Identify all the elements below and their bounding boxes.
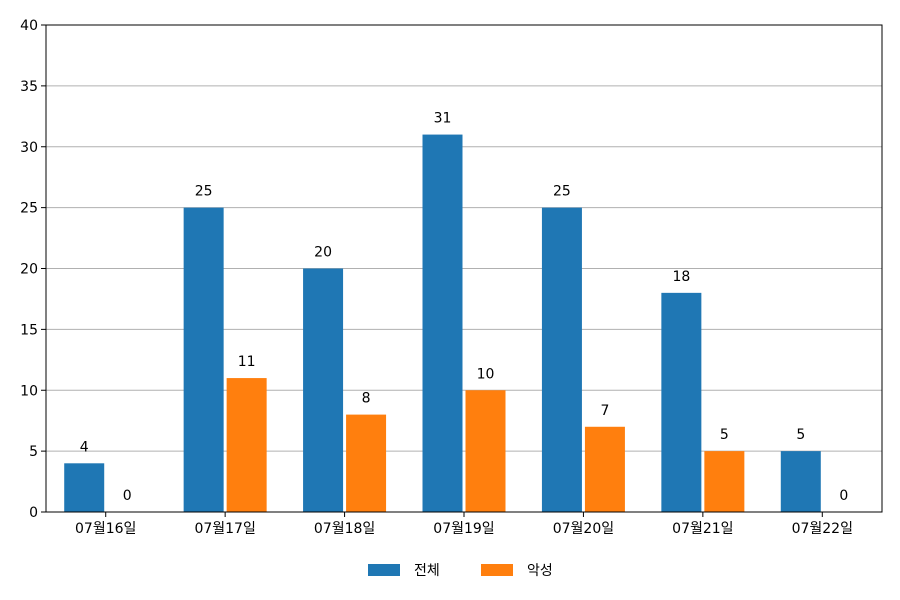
bar-total bbox=[183, 207, 224, 512]
bar-malicious bbox=[346, 414, 387, 512]
x-tick-label: 07월16일 bbox=[75, 521, 136, 537]
legend-label: 전체 bbox=[414, 563, 440, 579]
value-label: 5 bbox=[796, 427, 805, 443]
x-tick-label: 07월20일 bbox=[553, 521, 614, 537]
value-labels: 4 0 25 11 20 8 31 10 25 7 18 5 5 0 bbox=[80, 111, 848, 504]
value-label: 25 bbox=[553, 184, 571, 200]
grid-lines bbox=[46, 85, 882, 452]
value-label: 4 bbox=[80, 439, 89, 455]
bar-total bbox=[780, 451, 821, 512]
x-tick-label: 07월22일 bbox=[792, 521, 853, 537]
bar-malicious bbox=[465, 390, 506, 512]
y-tick-label: 25 bbox=[20, 201, 38, 217]
value-label: 10 bbox=[477, 366, 495, 382]
value-label: 31 bbox=[434, 111, 452, 127]
value-label: 25 bbox=[195, 184, 213, 200]
bar-malicious bbox=[226, 378, 267, 512]
value-label: 5 bbox=[720, 427, 729, 443]
y-tick-label: 20 bbox=[20, 262, 38, 278]
x-axis: 07월16일 07월17일 07월18일 07월19일 07월20일 07월21일 07월2… bbox=[75, 512, 853, 537]
bar-malicious bbox=[584, 426, 625, 512]
y-tick-label: 40 bbox=[20, 18, 38, 34]
y-tick-label: 35 bbox=[20, 79, 38, 95]
y-tick-label: 5 bbox=[29, 444, 38, 460]
legend-swatch bbox=[481, 564, 513, 576]
y-tick-label: 0 bbox=[29, 505, 38, 521]
value-label: 18 bbox=[672, 269, 690, 285]
y-tick-label: 15 bbox=[20, 322, 38, 338]
y-tick-label: 30 bbox=[20, 140, 38, 156]
value-label: 0 bbox=[123, 488, 132, 504]
value-label: 20 bbox=[314, 245, 332, 261]
x-tick-label: 07월19일 bbox=[433, 521, 494, 537]
legend-label: 악성 bbox=[527, 563, 553, 579]
value-label: 0 bbox=[839, 488, 848, 504]
bar-total bbox=[541, 207, 582, 512]
y-tick-label: 10 bbox=[20, 383, 38, 399]
x-tick-label: 07월18일 bbox=[314, 521, 375, 537]
bar-total bbox=[661, 292, 702, 512]
legend-swatch bbox=[368, 564, 400, 576]
y-axis: 0 5 10 15 20 25 30 35 40 bbox=[20, 18, 46, 521]
value-label: 8 bbox=[362, 391, 371, 407]
bar-total bbox=[422, 134, 463, 512]
x-tick-label: 07월21일 bbox=[672, 521, 733, 537]
bar-total bbox=[303, 268, 344, 512]
x-tick-label: 07월17일 bbox=[194, 521, 255, 537]
value-label: 7 bbox=[600, 403, 609, 419]
legend: 전체 악성 bbox=[368, 563, 553, 579]
bar-malicious bbox=[704, 451, 745, 512]
value-label: 11 bbox=[238, 354, 256, 370]
bar-total bbox=[64, 463, 105, 512]
bars bbox=[64, 134, 821, 512]
